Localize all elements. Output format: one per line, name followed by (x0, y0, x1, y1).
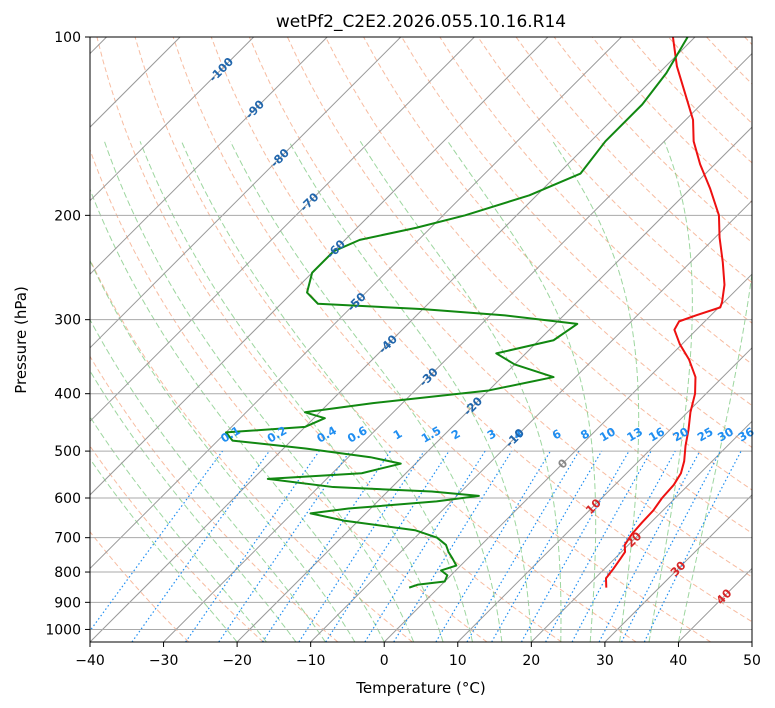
mixing-ratio-label: 10 (597, 424, 618, 444)
isotherm-line (236, 126, 752, 642)
dry-adiabat (401, 37, 752, 407)
mixing-ratio-label: 2 (449, 426, 463, 442)
moist-adiabat (288, 141, 532, 642)
mixing-ratio-line (571, 450, 676, 642)
axis-layer: −40 −30 −20 −10 0 10 20 30 40 5010020030040050060… (45, 30, 761, 669)
isotherm-line (90, 37, 549, 496)
dry-adiabat (134, 37, 637, 642)
mixing-ratio-line (393, 450, 513, 642)
mixing-ratio-label: 1 (391, 426, 405, 442)
mixing-ratio-label: 16 (646, 424, 667, 444)
isotherm-line (530, 420, 752, 642)
mixing-ratio-label: 13 (624, 424, 645, 444)
mixing-ratio-label: 25 (695, 424, 716, 444)
temperature-profile (604, 37, 726, 588)
mixing-ratio-label: 6 (550, 426, 564, 442)
x-tick-label: −30 (149, 653, 179, 669)
x-tick-label: 40 (669, 653, 687, 669)
x-tick-label: 10 (449, 653, 467, 669)
dry-adiabat (248, 37, 752, 578)
y-tick-label: 400 (54, 387, 81, 403)
mixing-ratio-line (90, 450, 224, 632)
isotherm-line (457, 347, 752, 642)
isotherm-line (90, 37, 696, 642)
y-axis-title: Pressure (hPa) (12, 286, 30, 394)
dry-adiabat (172, 37, 712, 642)
mixing-ratio-line (185, 450, 320, 642)
dry-adiabat (90, 531, 190, 642)
dewpoint-profile (225, 37, 689, 589)
dry-adiabat (477, 37, 752, 324)
mixing-ratio-line (298, 450, 425, 642)
dry-adiabat (706, 37, 752, 85)
dry-adiabat (96, 37, 562, 642)
isotherm-line (90, 37, 622, 570)
x-tick-label: −10 (296, 653, 326, 669)
mixing-ratio-label: 0.4 (314, 423, 339, 445)
isotherm-line (751, 641, 752, 642)
dry-adiabat (744, 37, 752, 46)
mixing-ratio-line (262, 450, 392, 642)
y-tick-label: 300 (54, 313, 81, 329)
y-tick-label: 500 (54, 444, 81, 460)
mixing-ratio-label: 8 (578, 426, 592, 442)
isotherm-line (90, 37, 255, 202)
x-tick-label: −40 (75, 653, 105, 669)
dry-adiabat (629, 37, 752, 164)
dry-adiabat (210, 37, 752, 623)
mixing-ratio-label: 30 (715, 424, 736, 444)
x-tick-label: 30 (596, 653, 614, 669)
mixing-ratio-label: 36 (736, 424, 757, 444)
moist-adiabat (552, 141, 640, 642)
y-tick-label: 1000 (45, 622, 81, 638)
mixing-ratio-line (131, 450, 270, 642)
x-tick-label: 20 (522, 653, 540, 669)
y-tick-label: 800 (54, 565, 81, 581)
dry-adiabat (90, 355, 339, 642)
dry-adiabat (325, 37, 752, 491)
dry-adiabat (439, 37, 752, 365)
moist-adiabat (90, 458, 238, 642)
y-tick-label: 200 (54, 208, 81, 224)
moist-adiabat (103, 141, 415, 642)
x-tick-label: 0 (380, 653, 389, 669)
isotherm-line (163, 52, 752, 642)
isotherm-line (90, 37, 402, 349)
mixing-ratio-line (218, 450, 351, 642)
data-layer (225, 37, 726, 589)
isotherm-line (604, 494, 752, 642)
dry-adiabat (90, 148, 488, 642)
isotherm-line (90, 37, 328, 275)
x-tick-label: 50 (743, 653, 761, 669)
isotherm-line (90, 37, 475, 423)
y-tick-label: 100 (54, 30, 81, 46)
dry-adiabat (515, 37, 752, 284)
dry-adiabat (90, 258, 413, 642)
y-tick-label: 700 (54, 531, 81, 547)
mixing-ratio-line (520, 450, 630, 642)
dry-adiabat (90, 445, 264, 642)
mixing-ratio-label: 0.6 (345, 423, 370, 445)
mixing-ratio-label: 0.2 (265, 423, 290, 445)
mixing-ratio-line (435, 450, 552, 642)
x-tick-label: −20 (222, 653, 252, 669)
isotherm-line (310, 199, 752, 642)
x-axis-title: Temperature (°C) (355, 679, 485, 697)
mixing-ratio-label: 1.5 (419, 423, 444, 445)
y-tick-label: 900 (54, 595, 81, 611)
y-tick-label: 600 (54, 491, 81, 507)
mixing-ratio-label: 20 (670, 424, 691, 444)
mixing-ratio-line (643, 450, 742, 642)
dry-adiabat (668, 37, 752, 125)
mixing-ratio-line (466, 450, 580, 642)
plot-frame (89, 36, 753, 643)
mixing-ratio-line (545, 450, 652, 642)
mixing-ratio-line (325, 450, 450, 642)
isotherm-line (383, 273, 752, 642)
chart-title: wetPf2_C2E2.2026.055.10.16.R14 (276, 12, 566, 32)
